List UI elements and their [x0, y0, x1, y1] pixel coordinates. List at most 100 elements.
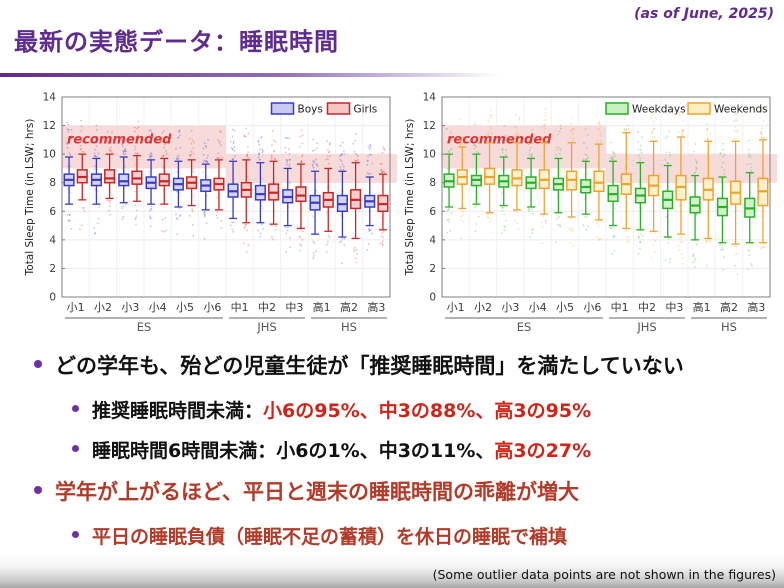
recommended-band	[62, 125, 226, 169]
outlier-dot	[679, 241, 682, 243]
outlier-dot	[300, 161, 303, 164]
outlier-dot	[134, 148, 137, 151]
outlier-dot	[748, 149, 750, 151]
recommended-band	[442, 125, 606, 169]
outlier-dot	[137, 187, 140, 190]
outlier-dot	[232, 157, 235, 160]
outlier-dot	[94, 231, 97, 234]
outlier-dot	[66, 143, 69, 146]
outlier-dot	[343, 244, 346, 246]
outlier-dot	[558, 215, 560, 218]
outlier-dot	[569, 242, 571, 245]
outlier-dot	[370, 153, 373, 156]
outlier-dot	[639, 149, 642, 151]
outlier-dot	[503, 225, 505, 228]
outlier-dot	[543, 119, 546, 121]
y-tick-label: 12	[423, 120, 436, 132]
outlier-dot	[246, 153, 249, 156]
outlier-dot	[514, 210, 517, 213]
outlier-dot	[231, 148, 234, 151]
outlier-dot	[259, 236, 262, 238]
outlier-dot	[368, 147, 371, 150]
box-Girls-小4	[158, 173, 170, 187]
outlier-dot	[612, 227, 614, 230]
y-tick-label: 10	[43, 149, 56, 161]
outlier-dot	[571, 139, 574, 142]
outlier-dot	[83, 209, 86, 212]
outlier-dot	[735, 245, 737, 248]
outlier-dot	[121, 218, 124, 220]
outlier-dot	[664, 215, 667, 218]
outlier-dot	[176, 171, 178, 173]
outlier-dot	[136, 209, 138, 212]
outlier-dot	[637, 252, 640, 255]
outlier-dot	[734, 253, 737, 256]
outlier-dot	[476, 140, 479, 143]
outlier-dot	[220, 219, 223, 222]
outlier-dot	[381, 240, 384, 243]
outlier-dot	[639, 144, 642, 147]
outlier-dot	[595, 115, 598, 118]
outlier-dot	[161, 140, 164, 143]
outlier-dot	[216, 156, 219, 159]
outlier-dot	[612, 236, 615, 239]
outlier-dot	[69, 165, 72, 167]
outlier-dot	[134, 217, 137, 220]
outlier-dot	[203, 215, 206, 218]
outlier-dot	[135, 223, 137, 226]
recommended-label: recommended	[447, 132, 552, 147]
outlier-dot	[447, 218, 450, 221]
outlier-dot	[540, 126, 543, 129]
legend-label: Weekends	[714, 104, 768, 116]
outlier-dot	[108, 199, 111, 202]
outlier-dot	[122, 153, 125, 156]
outlier-dot	[762, 120, 765, 123]
outlier-dot	[544, 219, 547, 222]
outlier-dot	[66, 121, 69, 124]
legend-swatch-boys	[270, 102, 295, 115]
outlier-dot	[653, 136, 656, 139]
outlier-dot	[677, 111, 680, 114]
outlier-dot	[150, 153, 153, 155]
outlier-dot	[148, 209, 151, 212]
bullet-item: 平日の睡眠負債（睡眠不足の蓄積）を休日の睡眠で補填	[72, 522, 778, 549]
outlier-dot	[637, 131, 640, 133]
outlier-dot	[231, 147, 234, 150]
outlier-dot	[177, 157, 180, 160]
outlier-dot	[489, 128, 492, 130]
outlier-dot	[80, 129, 83, 132]
outlier-dot	[587, 225, 589, 228]
outlier-dot	[81, 139, 83, 142]
outlier-dot	[109, 213, 112, 216]
outlier-dot	[639, 232, 642, 235]
outlier-dot	[247, 132, 250, 135]
outlier-dot	[760, 136, 763, 139]
outlier-dot	[736, 273, 739, 276]
outlier-dot	[595, 122, 598, 125]
recommended-band	[226, 154, 399, 183]
outlier-dot	[300, 160, 303, 162]
bullet-text-segment: 平日の睡眠負債（睡眠不足の蓄積）を休日の睡眠で補填	[92, 526, 568, 548]
outlier-dot	[121, 140, 124, 142]
outlier-dot	[217, 139, 219, 141]
outlier-dot	[247, 151, 250, 154]
outlier-dot	[609, 226, 612, 229]
outlier-dot	[203, 213, 206, 216]
outlier-dot	[461, 214, 464, 217]
outlier-dot	[761, 109, 763, 112]
outlier-dot	[613, 234, 616, 237]
outlier-dot	[514, 126, 517, 129]
outlier-dot	[313, 162, 316, 164]
outlier-dot	[67, 128, 70, 131]
x-tick-label: 中1	[611, 301, 629, 314]
outlier-dot	[693, 172, 696, 175]
outlier-dot	[459, 118, 461, 121]
outlier-dot	[596, 195, 598, 198]
outlier-dot	[664, 158, 667, 161]
outlier-dot	[288, 159, 291, 161]
outlier-dot	[288, 165, 291, 168]
bullet-text-segment: 推奨睡眠時間未満：	[92, 400, 264, 422]
x-tick-label: 高3	[747, 300, 765, 314]
outlier-dot	[463, 143, 465, 145]
